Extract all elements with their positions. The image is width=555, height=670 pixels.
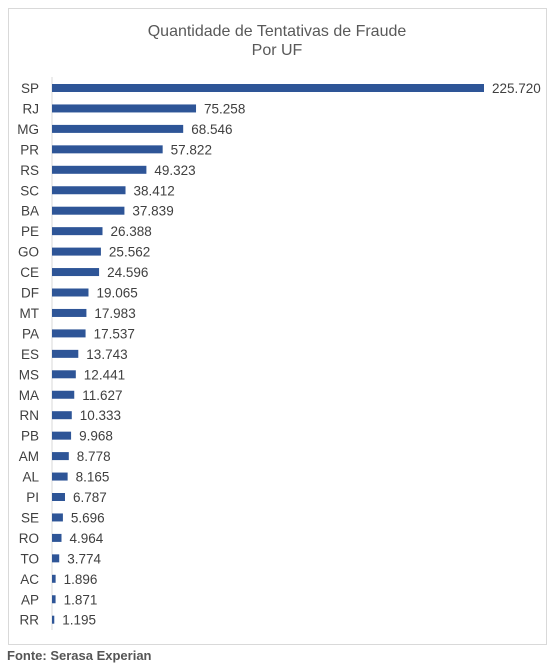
source-note: Fonte: Serasa Experian	[7, 648, 152, 663]
bar-chart: Quantidade de Tentativas de Fraude Por U…	[17, 23, 541, 630]
category-label: ES	[21, 347, 39, 362]
bar	[52, 104, 197, 113]
bar	[52, 513, 63, 522]
category-label: BA	[21, 204, 39, 219]
bar	[52, 452, 69, 461]
bar	[52, 84, 484, 92]
value-label: 8.165	[76, 470, 110, 485]
bar	[52, 145, 163, 154]
value-label: 8.778	[77, 449, 111, 464]
category-label: GO	[18, 245, 39, 260]
category-label: AM	[19, 449, 39, 464]
value-label: 75.258	[204, 101, 245, 116]
bar	[52, 288, 89, 297]
value-label: 11.627	[82, 388, 122, 403]
bar	[52, 349, 79, 358]
bar	[52, 595, 56, 604]
value-label: 1.871	[64, 592, 98, 607]
bar	[52, 308, 87, 317]
value-label: 24.596	[107, 265, 148, 280]
category-label: PI	[26, 490, 39, 505]
bar	[52, 615, 55, 624]
value-label: 57.822	[171, 142, 212, 157]
category-label: SC	[20, 183, 39, 198]
bar	[52, 431, 72, 440]
category-label: MS	[19, 367, 39, 382]
bar	[52, 390, 75, 399]
value-label: 1.896	[64, 572, 98, 587]
bar	[52, 493, 65, 501]
bar	[52, 165, 147, 174]
category-label: PR	[20, 142, 39, 157]
value-label: 25.562	[109, 245, 150, 260]
category-label: TO	[20, 551, 39, 566]
value-label: 17.983	[94, 306, 135, 321]
category-label: RJ	[23, 101, 40, 116]
value-label: 9.968	[79, 429, 113, 444]
bar	[52, 268, 100, 277]
bar	[52, 186, 126, 195]
value-label: 4.964	[70, 531, 104, 546]
chart-title-line-1: Quantidade de Tentativas de Fraude	[148, 23, 407, 40]
value-label: 26.388	[111, 224, 152, 239]
category-label: AP	[21, 592, 39, 607]
category-label: AL	[22, 470, 39, 485]
bar	[52, 574, 56, 583]
value-label: 3.774	[67, 551, 101, 566]
category-label: PE	[21, 224, 39, 239]
category-label: PB	[21, 429, 39, 444]
bar	[52, 227, 103, 236]
chart-title-line-2: Por UF	[252, 42, 303, 59]
value-label: 5.696	[71, 510, 105, 525]
chart-frame	[8, 8, 547, 645]
category-label: SP	[21, 81, 39, 96]
value-label: 12.441	[84, 367, 125, 382]
value-label: 49.323	[154, 163, 195, 178]
value-label: 1.195	[62, 613, 96, 628]
category-label: RN	[20, 408, 40, 423]
bar	[52, 124, 184, 133]
value-label: 10.333	[80, 408, 121, 423]
bar	[52, 206, 125, 215]
category-label: DF	[21, 286, 39, 301]
category-label: RS	[20, 163, 39, 178]
category-label: SE	[21, 510, 39, 525]
bar	[52, 247, 101, 256]
bar	[52, 554, 60, 563]
category-label: RO	[19, 531, 39, 546]
bar	[52, 329, 86, 338]
value-label: 38.412	[134, 183, 175, 198]
value-label: 17.537	[94, 326, 135, 341]
bar	[52, 472, 68, 481]
value-label: 6.787	[73, 490, 107, 505]
category-label: MG	[17, 122, 39, 137]
bars-group: SP 225.720 RJ 75.258 MG 68.546 PR 57.822 RS 49.32…	[17, 81, 541, 628]
category-label: AC	[20, 572, 39, 587]
value-label: 19.065	[96, 286, 137, 301]
category-label: CE	[20, 265, 39, 280]
category-label: MA	[19, 388, 39, 403]
bar	[52, 533, 62, 542]
category-label: RR	[20, 613, 40, 628]
value-label: 37.839	[132, 204, 173, 219]
category-label: MT	[20, 306, 40, 321]
value-label: 13.743	[86, 347, 127, 362]
category-label: PA	[22, 326, 39, 341]
bar	[52, 411, 72, 420]
value-label: 225.720	[492, 81, 541, 96]
bar	[52, 370, 76, 379]
value-label: 68.546	[191, 122, 232, 137]
